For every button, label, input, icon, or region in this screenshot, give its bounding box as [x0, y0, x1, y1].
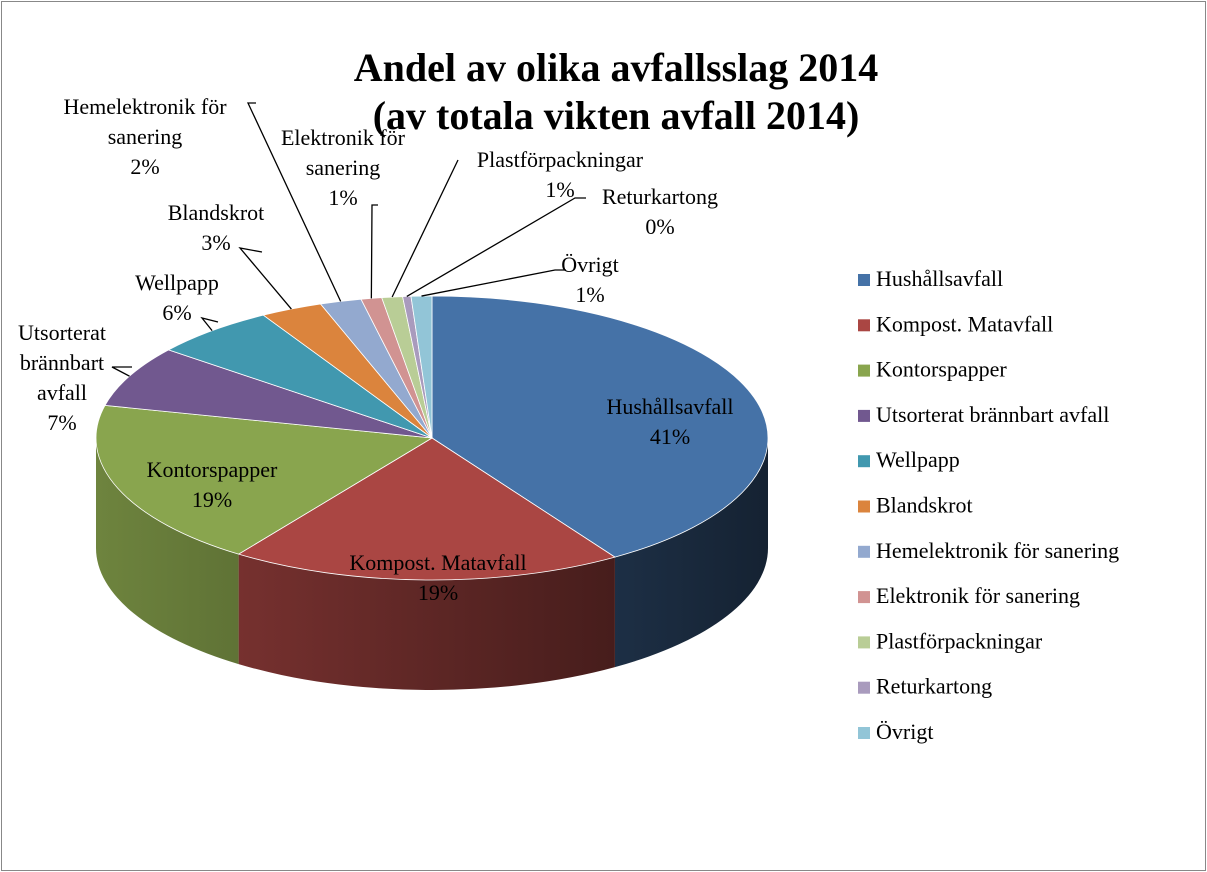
leader-line [391, 159, 459, 298]
legend-label: Plastförpackningar [876, 628, 1043, 653]
data-label: Kompost. Matavfall 19% [308, 548, 568, 608]
data-label: Utsorterat brännbart avfall 7% [12, 318, 112, 438]
pie-slice-side [96, 438, 239, 665]
label-text: 1% [328, 185, 358, 210]
label-text: Elektronik för sanering [280, 125, 406, 180]
label-text: 1% [575, 282, 605, 307]
data-label: Hushållsavfall 41% [570, 392, 770, 452]
pie-slice [431, 295, 769, 558]
label-text: 2% [130, 154, 160, 179]
pie-slice [95, 404, 434, 555]
data-label: Returkartong 0% [585, 182, 735, 242]
pie-slice [410, 295, 433, 439]
label-text: Plastförpackningar [476, 147, 644, 172]
legend-swatch [858, 727, 870, 739]
leader-line [246, 102, 342, 302]
label-text: 19% [417, 580, 459, 605]
data-label: Wellpapp 6% [117, 268, 237, 328]
label-text: 19% [191, 487, 233, 512]
leader-line [111, 366, 132, 377]
leader-line [238, 247, 292, 310]
pie-slice [167, 314, 433, 439]
legend-swatch [858, 681, 870, 694]
label-text: Kontorspapper [146, 457, 278, 482]
data-label: Blandskrot 3% [146, 198, 286, 258]
legend-label: Utsorterat brännbart avfall [876, 402, 1109, 427]
leader-line [421, 269, 566, 297]
pie-slice [237, 437, 616, 581]
legend-label: Hemelektronik för sanering [876, 538, 1119, 563]
data-label: Kontorspapper 19% [122, 455, 302, 515]
label-text: 6% [162, 300, 192, 325]
label-text: 0% [645, 214, 675, 239]
data-label: Hemelektronik för sanering 2% [40, 92, 250, 182]
pie-slice-side [238, 554, 615, 690]
label-text: 41% [649, 424, 691, 449]
legend-label: Kompost. Matavfall [876, 311, 1053, 336]
data-label: Övrigt 1% [540, 250, 640, 310]
data-label: Elektronik för sanering 1% [273, 123, 413, 213]
legend-swatch [858, 364, 870, 377]
label-text: Hemelektronik för sanering [63, 94, 227, 149]
label-text: 7% [47, 410, 77, 435]
legend-label: Returkartong [876, 674, 992, 699]
leader-line [200, 316, 219, 332]
legend-label: Kontorspapper [876, 357, 1007, 382]
label-text: Övrigt [561, 252, 619, 277]
data-label: Plastförpackningar 1% [450, 145, 670, 205]
pie-slice-side [614, 438, 768, 668]
legend-swatch [858, 274, 870, 286]
label-text: 1% [545, 177, 575, 202]
label-text: Blandskrot [167, 200, 265, 225]
legend-swatch [858, 409, 870, 422]
label-text: Kompost. Matavfall [349, 550, 527, 575]
label-text: 3% [201, 230, 231, 255]
label-text: Returkartong [601, 184, 719, 209]
legend-label: Elektronik för sanering [876, 583, 1080, 608]
legend-swatch [858, 500, 870, 513]
legend-swatch [858, 319, 870, 332]
label-text: Hushållsavfall [606, 394, 734, 419]
legend-swatch [858, 455, 870, 468]
chart-title: Andel av olika avfallsslag 2014 [354, 45, 879, 90]
leader-line [370, 204, 378, 299]
chart-subtitle: (av totala vikten avfall 2014) [373, 93, 860, 138]
legend-swatch [858, 591, 870, 604]
legend-label: Blandskrot [876, 493, 973, 518]
legend-swatch [858, 636, 870, 649]
label-text: Wellpapp [135, 270, 219, 295]
legend-label: Wellpapp [876, 447, 960, 472]
label-text: Utsorterat brännbart avfall [18, 320, 106, 405]
legend-label: Övrigt [876, 719, 933, 744]
legend-label: Hushållsavfall [876, 266, 1003, 291]
leader-line [406, 197, 586, 297]
legend-swatch [858, 545, 870, 558]
